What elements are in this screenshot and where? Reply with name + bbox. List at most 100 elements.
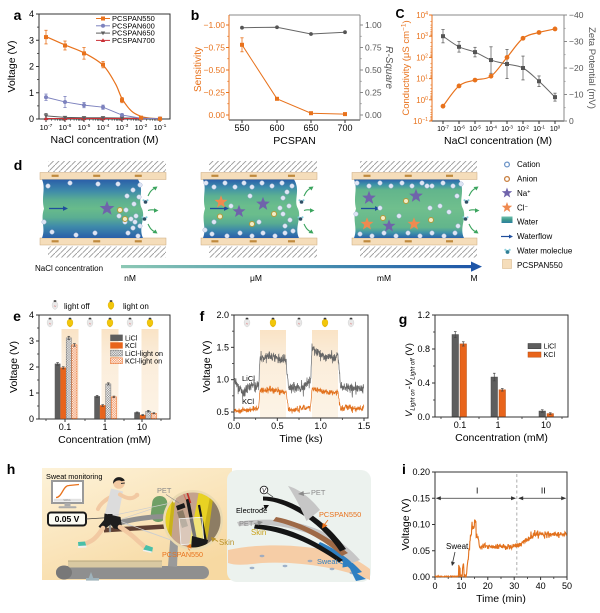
svg-text:10-5: 10-5: [469, 124, 481, 133]
svg-text:3: 3: [29, 336, 34, 346]
svg-text:Skin: Skin: [251, 528, 266, 537]
svg-text:b: b: [191, 7, 200, 23]
svg-text:0: 0: [569, 116, 574, 126]
svg-text:1.0: 1.0: [216, 375, 229, 385]
svg-text:Electrode: Electrode: [236, 506, 267, 515]
svg-text:0.75: 0.75: [365, 43, 382, 53]
svg-text:PCSPAN650: PCSPAN650: [112, 29, 155, 38]
svg-text:10-4: 10-4: [485, 124, 497, 133]
svg-text:Conductivity (μS cm−1): Conductivity (μS cm−1): [401, 20, 413, 115]
svg-text:KCl: KCl: [125, 341, 137, 350]
svg-text:Concentration (mM): Concentration (mM): [58, 434, 151, 446]
svg-text:0.00: 0.00: [365, 110, 382, 120]
svg-text:Cl−: Cl−: [517, 204, 528, 213]
svg-text:0.1: 0.1: [59, 422, 72, 432]
svg-text:10-5: 10-5: [78, 123, 91, 132]
svg-text:0.00: 0.00: [412, 572, 430, 582]
svg-text:Water moleclue: Water moleclue: [517, 247, 573, 256]
svg-text:0.05: 0.05: [412, 546, 430, 556]
svg-text:10-7: 10-7: [40, 123, 53, 132]
svg-text:PCSPAN700: PCSPAN700: [112, 36, 155, 45]
svg-text:−0.25: −0.25: [203, 88, 225, 98]
svg-text:Sweat: Sweat: [446, 542, 469, 551]
svg-text:PCSPAN550: PCSPAN550: [319, 510, 361, 519]
svg-text:PET: PET: [239, 519, 254, 528]
svg-text:0.20: 0.20: [412, 467, 430, 477]
svg-text:10-2: 10-2: [517, 124, 529, 133]
svg-text:10-6: 10-6: [453, 124, 465, 133]
svg-text:M: M: [470, 273, 477, 283]
svg-text:0.50: 0.50: [365, 65, 382, 75]
svg-text:30: 30: [509, 581, 519, 591]
svg-text:1: 1: [102, 422, 107, 432]
svg-text:0.1: 0.1: [454, 420, 467, 430]
svg-text:10−1: 10−1: [413, 117, 428, 126]
svg-text:PCSPAN: PCSPAN: [273, 135, 315, 147]
svg-text:Sweat monitoring: Sweat monitoring: [46, 472, 102, 481]
svg-text:VLight on-VLight off (V): VLight on-VLight off (V): [404, 343, 417, 417]
svg-text:Voltage (V): Voltage (V): [6, 41, 18, 93]
svg-text:LiCl: LiCl: [544, 342, 557, 351]
svg-text:4: 4: [29, 9, 34, 19]
svg-text:KCl: KCl: [242, 397, 254, 406]
svg-text:h: h: [7, 461, 16, 477]
svg-text:1: 1: [29, 388, 34, 398]
svg-text:−10: −10: [569, 90, 584, 100]
svg-text:0: 0: [29, 414, 34, 424]
svg-text:104: 104: [416, 11, 428, 20]
svg-text:NaCl concentration (M): NaCl concentration (M): [444, 135, 552, 147]
svg-text:10-7: 10-7: [437, 124, 449, 133]
svg-text:10-1: 10-1: [533, 124, 545, 133]
svg-text:e: e: [13, 308, 21, 324]
svg-text:10: 10: [456, 581, 466, 591]
svg-text:mM: mM: [377, 273, 391, 283]
svg-text:0.05 V: 0.05 V: [55, 514, 80, 524]
svg-text:1: 1: [29, 88, 34, 98]
svg-text:10-2: 10-2: [135, 123, 148, 132]
svg-text:Waterflow: Waterflow: [517, 232, 552, 241]
svg-text:1: 1: [495, 420, 500, 430]
svg-text:1.5: 1.5: [358, 421, 371, 431]
svg-text:g: g: [399, 311, 408, 327]
svg-text:LiCl: LiCl: [242, 374, 255, 383]
svg-text:−30: −30: [569, 37, 584, 47]
svg-text:−0.75: −0.75: [203, 43, 225, 53]
svg-text:LiCl-light on: LiCl-light on: [125, 349, 163, 358]
svg-text:600: 600: [269, 123, 284, 133]
svg-text:10-4: 10-4: [97, 123, 110, 132]
svg-text:Anion: Anion: [517, 175, 537, 184]
svg-text:−1.00: −1.00: [203, 20, 225, 30]
svg-text:PET: PET: [311, 488, 326, 497]
svg-text:0.0: 0.0: [228, 421, 241, 431]
svg-text:1.5: 1.5: [216, 342, 229, 352]
svg-text:40: 40: [536, 581, 546, 591]
svg-text:i: i: [402, 461, 406, 477]
svg-text:0.0: 0.0: [417, 412, 430, 422]
svg-text:100: 100: [416, 96, 428, 105]
svg-text:550: 550: [234, 123, 249, 133]
svg-text:700: 700: [337, 123, 352, 133]
svg-text:101: 101: [416, 75, 428, 84]
svg-text:0.25: 0.25: [365, 88, 382, 98]
svg-text:10: 10: [541, 420, 551, 430]
svg-text:1.0: 1.0: [314, 421, 327, 431]
svg-text:I: I: [476, 485, 478, 495]
svg-text:650: 650: [303, 123, 318, 133]
svg-text:Time (ks): Time (ks): [279, 433, 322, 445]
svg-text:f: f: [200, 308, 205, 324]
svg-text:C: C: [395, 7, 404, 21]
svg-text:10-1: 10-1: [154, 123, 167, 132]
svg-text:Sensitivity: Sensitivity: [193, 47, 204, 92]
svg-text:0.8: 0.8: [417, 344, 430, 354]
svg-text:d: d: [14, 157, 23, 173]
svg-text:0.00: 0.00: [208, 110, 225, 120]
svg-text:PCSPAN600: PCSPAN600: [112, 21, 155, 30]
svg-text:PCSPAN550: PCSPAN550: [162, 550, 203, 559]
svg-text:PET: PET: [157, 486, 172, 495]
svg-text:Cation: Cation: [517, 160, 540, 169]
svg-text:0.5: 0.5: [216, 407, 229, 417]
svg-text:NaCl concentration: NaCl concentration: [35, 264, 103, 273]
svg-text:V: V: [262, 489, 267, 495]
svg-text:0.10: 0.10: [412, 520, 430, 530]
svg-text:1.2: 1.2: [417, 310, 430, 320]
